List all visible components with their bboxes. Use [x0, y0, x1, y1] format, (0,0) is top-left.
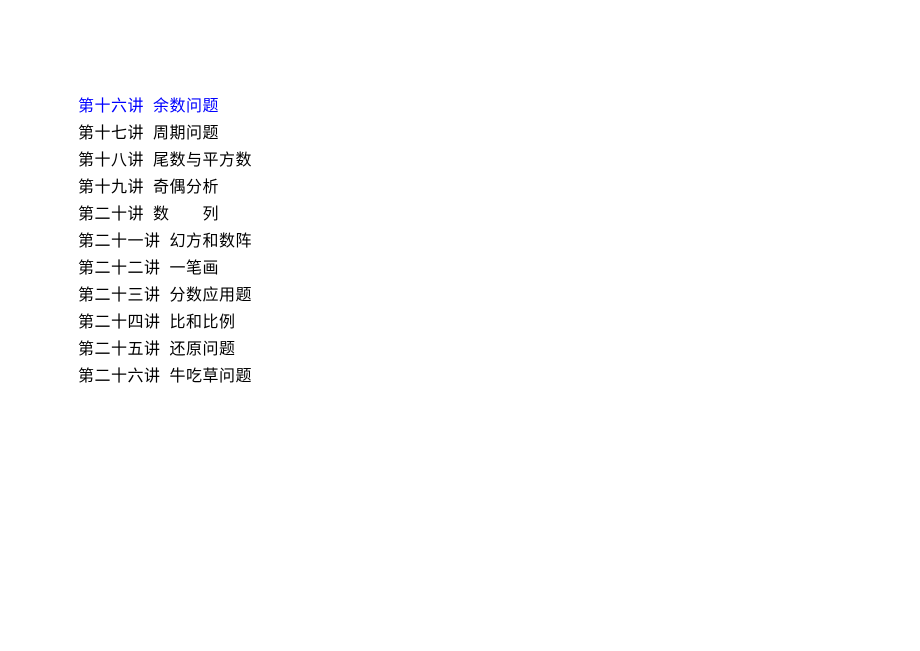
- toc-title: 一笔画: [170, 260, 220, 277]
- toc-title: 尾数与平方数: [153, 152, 252, 169]
- toc-title: 比和比例: [170, 314, 236, 331]
- toc-item-22[interactable]: 第二十二讲 一笔画: [78, 255, 252, 282]
- toc-gap: [161, 314, 170, 331]
- toc-item-24[interactable]: 第二十四讲 比和比例: [78, 309, 252, 336]
- toc-gap: [161, 233, 170, 250]
- toc-title: 周期问题: [153, 125, 219, 142]
- toc-item-20[interactable]: 第二十讲 数 列: [78, 201, 252, 228]
- toc-prefix: 第二十讲: [78, 206, 144, 223]
- toc-item-18[interactable]: 第十八讲 尾数与平方数: [78, 147, 252, 174]
- toc-item-16[interactable]: 第十六讲 余数问题: [78, 93, 252, 120]
- toc-item-17[interactable]: 第十七讲 周期问题: [78, 120, 252, 147]
- toc-title: 奇偶分析: [153, 179, 219, 196]
- toc-gap: [161, 368, 170, 385]
- toc-prefix: 第二十五讲: [78, 341, 161, 358]
- toc-prefix: 第十七讲: [78, 125, 144, 142]
- toc-prefix: 第二十三讲: [78, 287, 161, 304]
- toc-title: 还原问题: [170, 341, 236, 358]
- toc-item-23[interactable]: 第二十三讲 分数应用题: [78, 282, 252, 309]
- toc-gap: [161, 287, 170, 304]
- toc-prefix: 第二十六讲: [78, 368, 161, 385]
- toc-gap: [144, 125, 153, 142]
- toc-item-19[interactable]: 第十九讲 奇偶分析: [78, 174, 252, 201]
- toc-title: 幻方和数阵: [170, 233, 253, 250]
- toc-prefix: 第二十二讲: [78, 260, 161, 277]
- toc-prefix: 第二十一讲: [78, 233, 161, 250]
- toc-gap: [161, 260, 170, 277]
- toc-title: 余数问题: [153, 98, 219, 115]
- toc-prefix: 第十六讲: [78, 98, 144, 115]
- toc-item-26[interactable]: 第二十六讲 牛吃草问题: [78, 363, 252, 390]
- toc-prefix: 第二十四讲: [78, 314, 161, 331]
- toc-title: 分数应用题: [170, 287, 253, 304]
- toc-title: 数 列: [153, 206, 219, 223]
- toc-gap: [161, 341, 170, 358]
- toc-prefix: 第十九讲: [78, 179, 144, 196]
- toc-item-25[interactable]: 第二十五讲 还原问题: [78, 336, 252, 363]
- toc-item-21[interactable]: 第二十一讲 幻方和数阵: [78, 228, 252, 255]
- toc-gap: [144, 179, 153, 196]
- toc-prefix: 第十八讲: [78, 152, 144, 169]
- toc-gap: [144, 152, 153, 169]
- toc-gap: [144, 206, 153, 223]
- toc-title: 牛吃草问题: [170, 368, 253, 385]
- table-of-contents: 第十六讲 余数问题 第十七讲 周期问题 第十八讲 尾数与平方数 第十九讲 奇偶分…: [78, 93, 252, 390]
- toc-gap: [144, 98, 153, 115]
